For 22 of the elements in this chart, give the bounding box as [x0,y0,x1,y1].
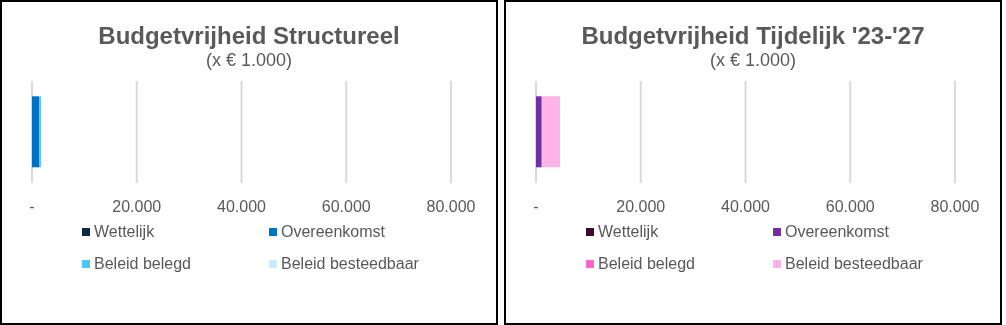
x-tick-label: 20.000 [112,198,162,216]
chart-title: Budgetvrijheid Structureel [97,22,401,50]
chart-subtitle: (x € 1.000) [204,50,293,71]
chart-subtitle: (x € 1.000) [708,50,797,71]
x-tick-label: 40.000 [721,198,771,216]
legend-label: Overeenkomst [281,223,386,241]
x-tick-label: 60.000 [825,198,875,216]
legend-label: Wettelijk [94,223,155,241]
x-tick-label: - [29,198,35,216]
x-tick-label: 60.000 [321,198,371,216]
legend-label: Beleid belegd [94,255,191,273]
chart-title: Budgetvrijheid Tijdelijk '23-'27 [580,22,926,50]
legend-label: Overeenkomst [785,223,890,241]
x-tick-label: 20.000 [616,198,666,216]
legend-label: Wettelijk [598,223,659,241]
x-tick-label: 80.000 [426,198,476,216]
x-tick-label: 80.000 [930,198,980,216]
legend-label: Beleid besteedbaar [785,255,923,273]
legend-label: Beleid besteedbaar [281,255,419,273]
legend-label: Beleid belegd [598,255,695,273]
x-tick-label: 40.000 [217,198,267,216]
x-tick-label: - [533,198,539,216]
